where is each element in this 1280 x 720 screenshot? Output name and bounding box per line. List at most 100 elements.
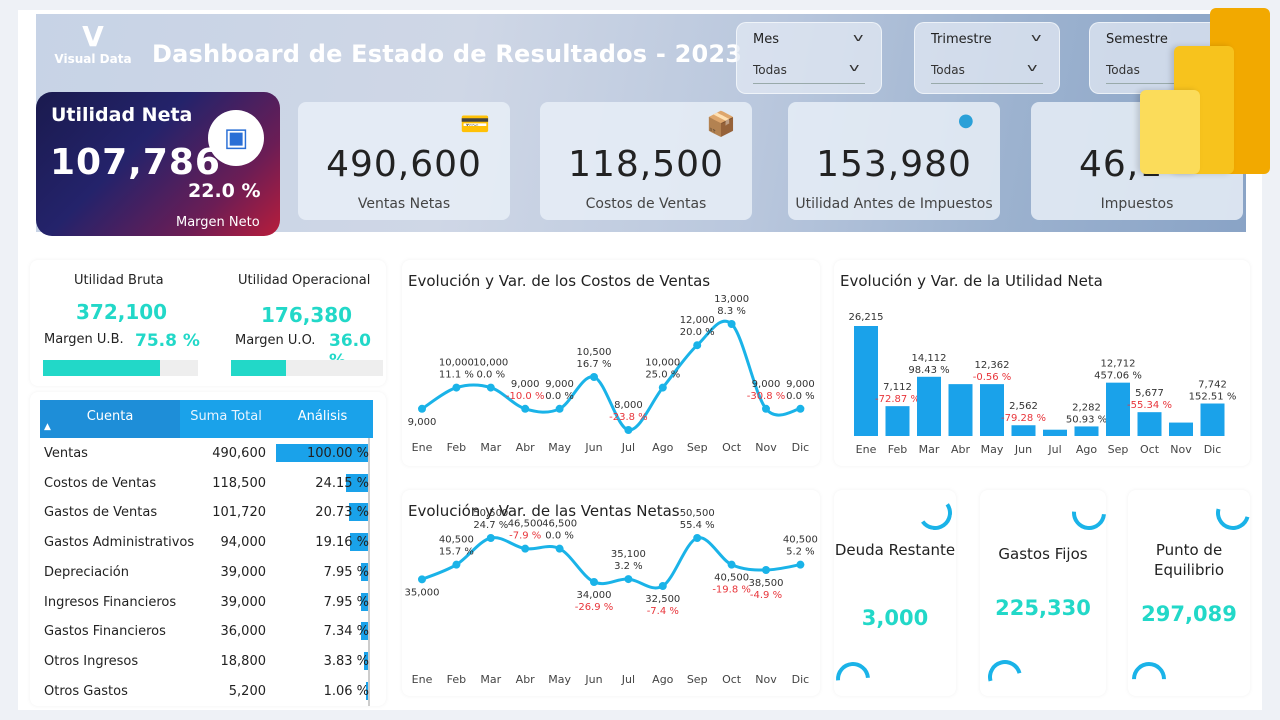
- card-value: 297,089: [1141, 602, 1237, 626]
- filter-value[interactable]: Todas: [753, 63, 787, 77]
- chart-title: Evolución y Var. de las Ventas Netas: [408, 502, 680, 520]
- variation-label: 24.7 %: [473, 520, 508, 531]
- cell-cuenta: Costos de Ventas: [44, 475, 157, 491]
- gauge-arc-icon: [1209, 489, 1257, 537]
- data-point[interactable]: [658, 383, 667, 392]
- filter-value[interactable]: Todas: [1106, 63, 1140, 77]
- column-header-analisis-vertical[interactable]: Análisis Vertical: [297, 409, 348, 458]
- data-point[interactable]: [590, 578, 598, 586]
- chevron-down-icon[interactable]: v: [849, 61, 860, 74]
- chart-panel-costos: Evolución y Var. de los Costos de Ventas…: [402, 260, 820, 466]
- card-deuda-restante: Deuda Restante 3,000: [829, 490, 956, 703]
- filter-value[interactable]: Todas: [931, 63, 965, 77]
- bar[interactable]: [1200, 403, 1225, 436]
- x-tick-label: Dic: [1204, 443, 1222, 456]
- gauge-arc-icon: [1065, 489, 1113, 537]
- table-row[interactable]: Gastos de Ventas 101,720 20.73 %: [40, 499, 370, 528]
- cell-cuenta: Ventas: [44, 446, 88, 461]
- data-point[interactable]: [727, 320, 736, 328]
- table-row[interactable]: Depreciación 39,000 7.95 %: [40, 559, 370, 588]
- variation-label: 55.4 %: [680, 520, 715, 531]
- bar[interactable]: [980, 384, 1004, 436]
- tax-icon: ●: [958, 110, 974, 131]
- data-point[interactable]: [452, 560, 461, 569]
- data-point[interactable]: [796, 404, 805, 413]
- x-tick-label: Oct: [722, 441, 742, 454]
- bar[interactable]: [854, 326, 878, 436]
- data-label: 9,000: [545, 379, 574, 390]
- data-point[interactable]: [727, 560, 736, 569]
- bar[interactable]: [948, 384, 973, 436]
- data-point[interactable]: [418, 575, 426, 584]
- table-row[interactable]: Costos de Ventas 118,500 24.15 %: [40, 470, 370, 499]
- column-header-suma-total[interactable]: Suma Total: [190, 409, 262, 424]
- data-point[interactable]: [418, 404, 426, 413]
- bar[interactable]: [1137, 412, 1162, 436]
- table-scrollbar[interactable]: [368, 438, 370, 706]
- data-point[interactable]: [762, 566, 770, 574]
- filter-mes[interactable]: Mes v Todas v: [736, 22, 882, 94]
- column-header-cuenta[interactable]: Cuenta: [40, 400, 180, 438]
- bar[interactable]: [1011, 425, 1036, 436]
- data-label: 9,000: [511, 379, 540, 390]
- x-tick-label: Ene: [856, 443, 877, 456]
- data-point[interactable]: [555, 544, 564, 553]
- cell-analisis-vertical: 19.16 %: [315, 535, 369, 551]
- bar[interactable]: [1169, 422, 1193, 436]
- data-point[interactable]: [486, 383, 495, 392]
- data-label: 40,500: [714, 573, 749, 584]
- data-point[interactable]: [796, 560, 805, 569]
- variation-label: 20.0 %: [680, 327, 715, 338]
- chevron-down-icon[interactable]: v: [1031, 31, 1042, 44]
- x-tick-label: May: [981, 443, 1004, 456]
- data-point[interactable]: [762, 404, 770, 413]
- data-point[interactable]: [486, 534, 495, 542]
- x-tick-label: Jun: [584, 673, 602, 686]
- data-point[interactable]: [658, 582, 667, 590]
- table-row[interactable]: Ingresos Financieros 39,000 7.95 %: [40, 589, 370, 618]
- filter-label: Trimestre: [931, 32, 992, 47]
- data-point[interactable]: [555, 404, 564, 413]
- table-row[interactable]: Otros Ingresos 18,800 3.83 %: [40, 648, 370, 677]
- table-row[interactable]: Gastos Administrativos 94,000 19.16 %: [40, 529, 370, 558]
- data-point[interactable]: [590, 373, 598, 381]
- data-point[interactable]: [693, 534, 702, 542]
- table-row[interactable]: Ventas 490,600 100.00 %: [40, 440, 370, 469]
- data-point[interactable]: [521, 404, 530, 413]
- phone-money-icon: ▣: [208, 110, 264, 166]
- bar[interactable]: [917, 376, 941, 436]
- divider: [1106, 83, 1218, 84]
- chevron-down-icon[interactable]: v: [853, 31, 864, 44]
- bar[interactable]: [1106, 382, 1130, 436]
- chevron-down-icon[interactable]: v: [1027, 61, 1038, 74]
- data-point[interactable]: [624, 575, 633, 584]
- data-point[interactable]: [452, 383, 461, 392]
- table-row[interactable]: Gastos Financieros 36,000 7.34 %: [40, 618, 370, 647]
- chart-panel-utilidad: Evolución y Var. de la Utilidad Neta 26,…: [834, 260, 1250, 466]
- variation-label: 0.0 %: [477, 370, 506, 381]
- cell-cuenta: Depreciación: [44, 564, 129, 580]
- variation-label: 0.0 %: [545, 391, 574, 402]
- margen-uo-bar-fill: [231, 360, 286, 376]
- x-tick-label: Feb: [447, 441, 466, 454]
- bar[interactable]: [1043, 429, 1067, 436]
- data-point[interactable]: [624, 426, 633, 434]
- sort-up-icon[interactable]: ▲: [44, 422, 51, 432]
- bar[interactable]: [1074, 426, 1099, 436]
- data-point[interactable]: [521, 544, 530, 553]
- data-label: 46,500: [508, 519, 543, 530]
- cell-data-bar: [360, 562, 368, 581]
- data-point[interactable]: [693, 341, 702, 350]
- bar[interactable]: [885, 406, 910, 436]
- variation-label: 0.0 %: [786, 391, 815, 402]
- data-label: 12,712: [1101, 359, 1136, 370]
- kpi-ventas-netas: 💳 490,600 Ventas Netas: [298, 102, 510, 220]
- x-tick-label: Nov: [1170, 443, 1192, 456]
- cell-data-bar: [348, 503, 368, 522]
- table-row[interactable]: Otros Gastos 5,200 1.06 %: [40, 678, 370, 707]
- filter-trimestre[interactable]: Trimestre v Todas v: [914, 22, 1060, 94]
- data-label: 10,000: [473, 358, 508, 369]
- cell-cuenta: Otros Ingresos: [44, 653, 139, 669]
- variation-label: 152.51 %: [1189, 392, 1237, 403]
- x-tick-label: Feb: [447, 673, 466, 686]
